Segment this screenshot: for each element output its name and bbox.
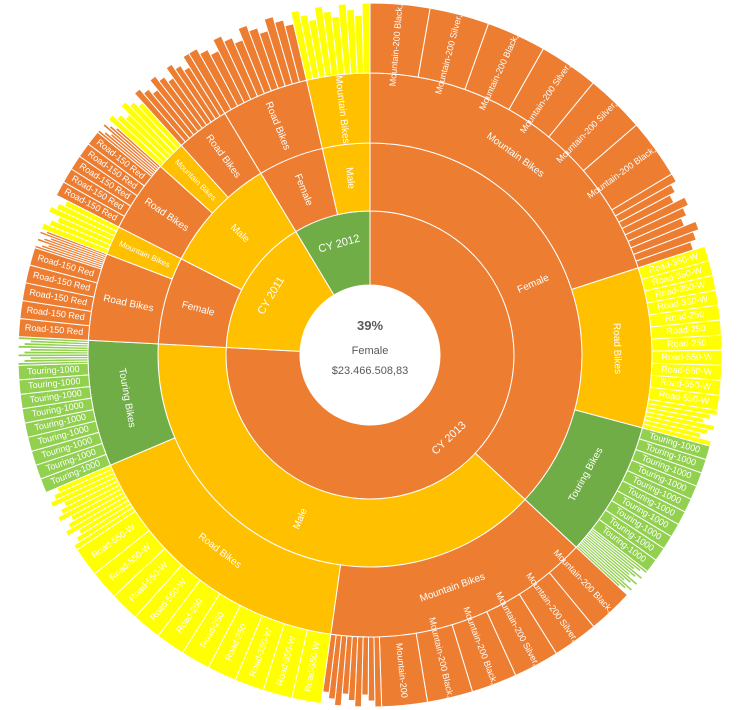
product-label: Road-550-W [661, 352, 713, 362]
center-value: $23.466.508,83 [332, 365, 408, 377]
product-label: Road-150 Red [24, 322, 83, 337]
chart-segments [17, 2, 723, 708]
product-label: Road-250 [666, 323, 706, 336]
product-label: Touring-1000 [27, 364, 80, 377]
category-label: Road Bikes [611, 323, 623, 374]
center-label: 39% Female $23.466.508,83 [332, 318, 408, 377]
product-label: Road-550-W [661, 364, 713, 377]
product-label: Road-250 [664, 309, 704, 324]
gender-label: Male [343, 167, 356, 190]
product-label: Road-250 [667, 338, 707, 349]
product-segment [367, 636, 376, 702]
product-segment [361, 2, 371, 74]
center-percent: 39% [357, 318, 383, 333]
center-category: Female [352, 345, 389, 357]
product-label: Touring-1000 [28, 376, 81, 391]
product-label: Road-550-W [660, 377, 712, 392]
